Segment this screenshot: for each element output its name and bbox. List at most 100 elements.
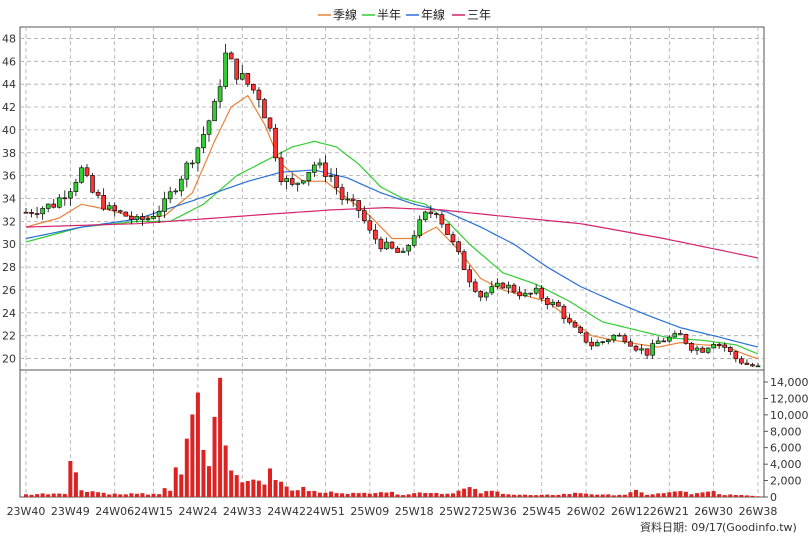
volume-tick-label-6: 12,000 [770, 392, 808, 405]
candle [550, 299, 556, 308]
candle [167, 186, 173, 204]
candle-body [300, 180, 306, 184]
candle-body [528, 292, 533, 295]
volume-bar [606, 494, 611, 497]
candle-body [84, 167, 90, 176]
volume-bar [218, 377, 223, 497]
volume-bar [212, 416, 217, 497]
volume-bar [495, 491, 500, 497]
candle [73, 178, 79, 197]
volume-panel [19, 369, 765, 498]
candle [51, 198, 57, 209]
candle [711, 342, 716, 349]
candle-body [245, 73, 251, 85]
candle-body [106, 205, 112, 210]
volume-bar [51, 493, 56, 497]
candle-body [622, 335, 628, 343]
candle-body [589, 341, 594, 347]
candle [678, 329, 683, 335]
candle [212, 98, 217, 122]
candle [417, 215, 423, 239]
candle-body [262, 99, 267, 119]
volume-bar [561, 493, 566, 497]
candle-body [633, 345, 639, 351]
candle-body [750, 364, 755, 367]
candle [251, 83, 256, 94]
candle [345, 191, 350, 204]
candle-body [461, 251, 467, 271]
candle-body [23, 211, 29, 214]
volume-bar [500, 493, 505, 497]
candle [600, 340, 606, 345]
volume-bar [35, 494, 40, 497]
candle-body [334, 175, 339, 188]
candle-body [256, 89, 262, 100]
candle-body [367, 220, 373, 231]
volume-bar [467, 487, 472, 497]
volume-bar [279, 481, 284, 497]
volume-bar [678, 491, 683, 497]
candle-body [184, 162, 190, 180]
price-tick-label-5: 30 [2, 238, 16, 251]
candle-body [289, 178, 295, 185]
volume-bar [750, 495, 755, 497]
volume-bar [162, 488, 167, 497]
volume-tick-label-0: 0 [770, 491, 777, 504]
grid [20, 27, 764, 497]
volume-bar [323, 492, 328, 497]
candle [223, 43, 228, 89]
x-tick-label-1: 23W49 [51, 505, 90, 518]
candle-body [62, 197, 68, 200]
volume-bar [134, 493, 139, 497]
footer-date: 資料日期: 09/17 [640, 520, 723, 534]
volume-bar [744, 495, 749, 497]
volume-bar [190, 414, 195, 497]
volume-bar [462, 488, 467, 497]
candle [284, 175, 289, 190]
volume-bar [656, 493, 661, 497]
legend-label-0: 季線 [333, 7, 357, 22]
volume-bar [417, 492, 422, 497]
volume-tick-label-4: 8,000 [770, 425, 802, 438]
volume-axis: 0 2,000 4,000 6,000 8,000 10,000 12,000 14,000 [764, 376, 808, 504]
candle-body [117, 210, 123, 213]
candle [594, 339, 600, 347]
candle-body [556, 301, 561, 307]
candle-body [694, 347, 700, 351]
volume-bar [234, 475, 239, 497]
price-tick-label-10: 40 [2, 124, 16, 137]
candle-body [539, 287, 545, 299]
candle-body [29, 212, 34, 214]
volume-bar [739, 494, 744, 497]
candle [528, 292, 533, 298]
volume-bar [445, 493, 450, 497]
candle [45, 203, 51, 213]
volume-bar [62, 493, 67, 497]
candle-body [167, 191, 173, 200]
candle [23, 208, 29, 214]
candle-body [51, 203, 57, 208]
volume-bar [595, 494, 600, 497]
candle-body [533, 287, 539, 294]
candle [228, 51, 234, 60]
candle [617, 332, 622, 337]
volume-bar [340, 493, 345, 497]
volume-bar [312, 490, 317, 497]
candle [727, 345, 733, 356]
volume-bar [317, 492, 322, 497]
volume-bar [423, 493, 428, 497]
candle-body [373, 229, 378, 240]
volume-bar [584, 493, 589, 497]
volume-bar [168, 490, 173, 497]
candle-body [406, 245, 411, 252]
candle-body [600, 341, 606, 343]
candle-body [672, 333, 678, 338]
candle [68, 188, 73, 206]
candle-body [129, 215, 134, 220]
volume-bar [362, 492, 367, 497]
volume-bar [384, 492, 389, 497]
candle-body [544, 297, 550, 305]
volume-bar [129, 493, 134, 497]
candle [544, 296, 550, 310]
candle-body [506, 284, 511, 289]
